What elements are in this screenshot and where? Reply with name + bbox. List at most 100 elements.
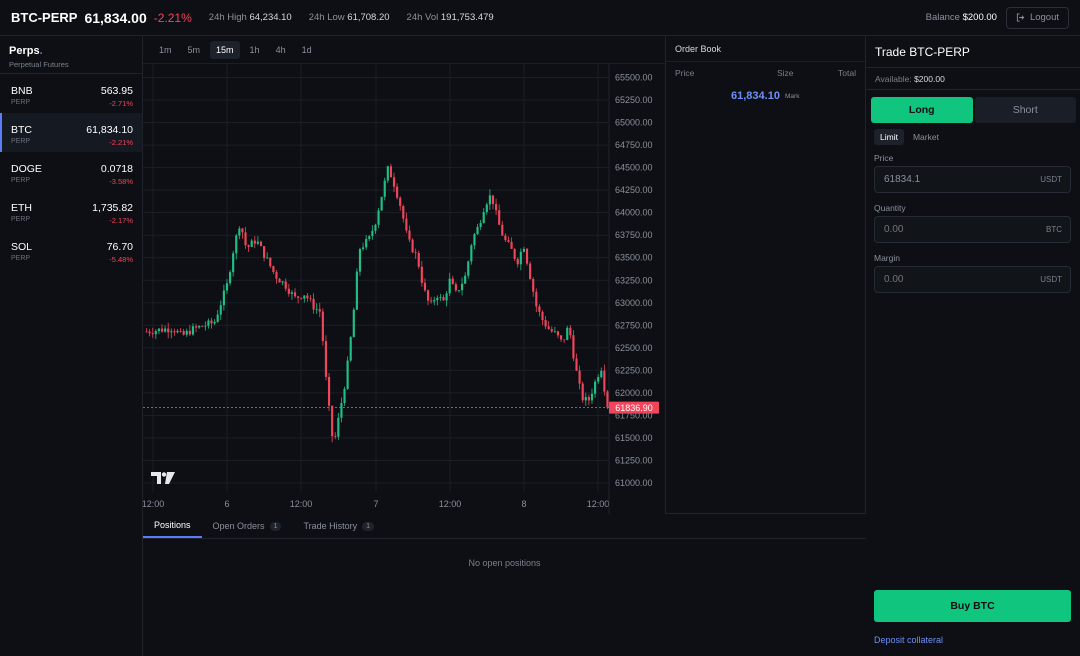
candle-body	[556, 331, 560, 336]
long-button[interactable]: Long	[871, 97, 973, 123]
timeframe-1d[interactable]: 1d	[301, 44, 312, 55]
candle-body	[157, 328, 161, 332]
timeframe-15m[interactable]: 15m	[210, 40, 240, 59]
x-tick-label: 6	[224, 499, 229, 509]
candle-body	[266, 257, 269, 259]
short-button[interactable]: Short	[974, 97, 1076, 123]
candle-body	[411, 239, 414, 253]
deposit-collateral-link[interactable]: Deposit collateral	[874, 635, 944, 645]
quantity-input[interactable]	[884, 217, 1024, 242]
candle-body	[377, 210, 380, 225]
timeframe-5m[interactable]: 5m	[187, 44, 201, 55]
candle-body	[241, 228, 244, 233]
limit-tab[interactable]: Limit	[874, 129, 904, 145]
candle-body	[559, 335, 563, 340]
candle-body	[460, 283, 464, 291]
y-tick-label: 61250.00	[615, 455, 653, 465]
candle-body	[290, 292, 294, 294]
candle-body	[581, 383, 584, 401]
candle-body	[473, 234, 476, 246]
candle-body	[442, 297, 445, 301]
market-item-btc[interactable]: BTC PERP 61,834.10 -2.21%	[0, 113, 142, 152]
price-field-box: USDT	[874, 166, 1071, 193]
chart-background	[143, 64, 665, 514]
candle-body	[365, 238, 368, 248]
candle-body	[516, 258, 519, 265]
logout-icon	[1016, 13, 1025, 22]
candle-body	[501, 224, 504, 236]
order-book: Order Book Price Size Total 61,834.10 Ma…	[665, 36, 866, 514]
quantity-unit: BTC	[1046, 225, 1062, 234]
candle-body	[194, 326, 198, 328]
balance: Balance $200.00	[925, 12, 997, 23]
x-tick-label: 12:00	[143, 499, 164, 509]
trade-panel: Trade BTC-PERP Available: $200.00 Long S…	[866, 36, 1080, 656]
candle-body	[219, 305, 222, 315]
candle-body	[529, 263, 532, 279]
candle-body	[176, 330, 179, 333]
y-tick-label: 62250.00	[615, 365, 653, 375]
price-input[interactable]	[884, 167, 1024, 192]
candle-body	[541, 311, 544, 321]
candle-body	[204, 325, 207, 327]
candle-body	[522, 248, 526, 252]
candle-body	[408, 230, 411, 240]
candle-body	[269, 257, 272, 267]
candle-body	[343, 388, 346, 404]
candle-body	[538, 306, 541, 312]
candle-body	[495, 203, 498, 211]
stat-24h-vol: 24h Vol 191,753.479	[406, 12, 494, 23]
market-item-doge[interactable]: DOGE PERP 0.0718 -3.58%	[11, 163, 133, 186]
x-tick-label: 12:00	[290, 499, 313, 509]
price-change: -2.21%	[153, 10, 192, 25]
market-item-sol[interactable]: SOL PERP 76.70 -5.48%	[11, 241, 133, 264]
candle-body	[426, 290, 430, 301]
y-tick-label: 62750.00	[615, 320, 653, 330]
candle-body	[423, 282, 427, 291]
side-toggle: Long Short	[871, 97, 1076, 123]
candle-body	[575, 358, 578, 371]
candle-body	[488, 195, 491, 205]
y-tick-label: 63250.00	[615, 275, 653, 285]
order-book-header: Price Size Total	[666, 62, 865, 82]
candle-body	[281, 281, 284, 283]
y-tick-label: 65250.00	[615, 95, 653, 105]
quantity-field-box: BTC	[874, 216, 1071, 243]
logout-button[interactable]: Logout	[1005, 6, 1069, 29]
market-item-bnb[interactable]: BNB PERP 563.95 -2.71%	[11, 85, 133, 108]
market-item-eth[interactable]: ETH PERP 1,735.82 -2.17%	[11, 202, 133, 225]
price-chart-panel: 1m 5m 15m 1h 4h 1d 65500.00 65250.00 65000…	[143, 36, 665, 514]
y-tick-label: 64500.00	[615, 163, 653, 173]
margin-input[interactable]	[884, 267, 1024, 292]
order-book-title: Order Book	[666, 36, 865, 62]
mark-label: Mark	[785, 93, 800, 100]
candle-body	[247, 245, 250, 247]
market-tab[interactable]: Market	[907, 129, 945, 145]
candle-body	[430, 300, 433, 302]
buy-button[interactable]: Buy BTC	[874, 590, 1071, 622]
candle-body	[173, 331, 176, 333]
candlestick-chart[interactable]: 65500.00 65250.00 65000.00 64750.00 64500.00…	[143, 64, 665, 514]
symbol-title: BTC-PERP	[11, 10, 78, 25]
candle-body	[352, 309, 355, 338]
candle-body	[355, 271, 358, 310]
timeframe-4h[interactable]: 4h	[275, 44, 286, 55]
tab-open-orders[interactable]: Open Orders 1	[202, 521, 293, 538]
tab-positions[interactable]: Positions	[143, 520, 202, 538]
candle-body	[544, 320, 547, 327]
candle-body	[454, 284, 457, 291]
candle-body	[553, 331, 556, 333]
timeframe-1h[interactable]: 1h	[249, 44, 260, 55]
candle-body	[216, 314, 219, 322]
candle-body	[191, 326, 195, 335]
tab-trade-history[interactable]: Trade History 1	[292, 521, 385, 538]
candle-body	[259, 241, 263, 247]
candle-body	[482, 212, 485, 223]
candle-body	[170, 331, 173, 333]
candle-body	[222, 290, 225, 306]
candle-body	[470, 245, 473, 262]
trade-title: Trade BTC-PERP	[866, 36, 1080, 68]
candle-body	[569, 327, 572, 336]
timeframe-1m[interactable]: 1m	[159, 44, 172, 55]
candle-body	[371, 230, 374, 237]
